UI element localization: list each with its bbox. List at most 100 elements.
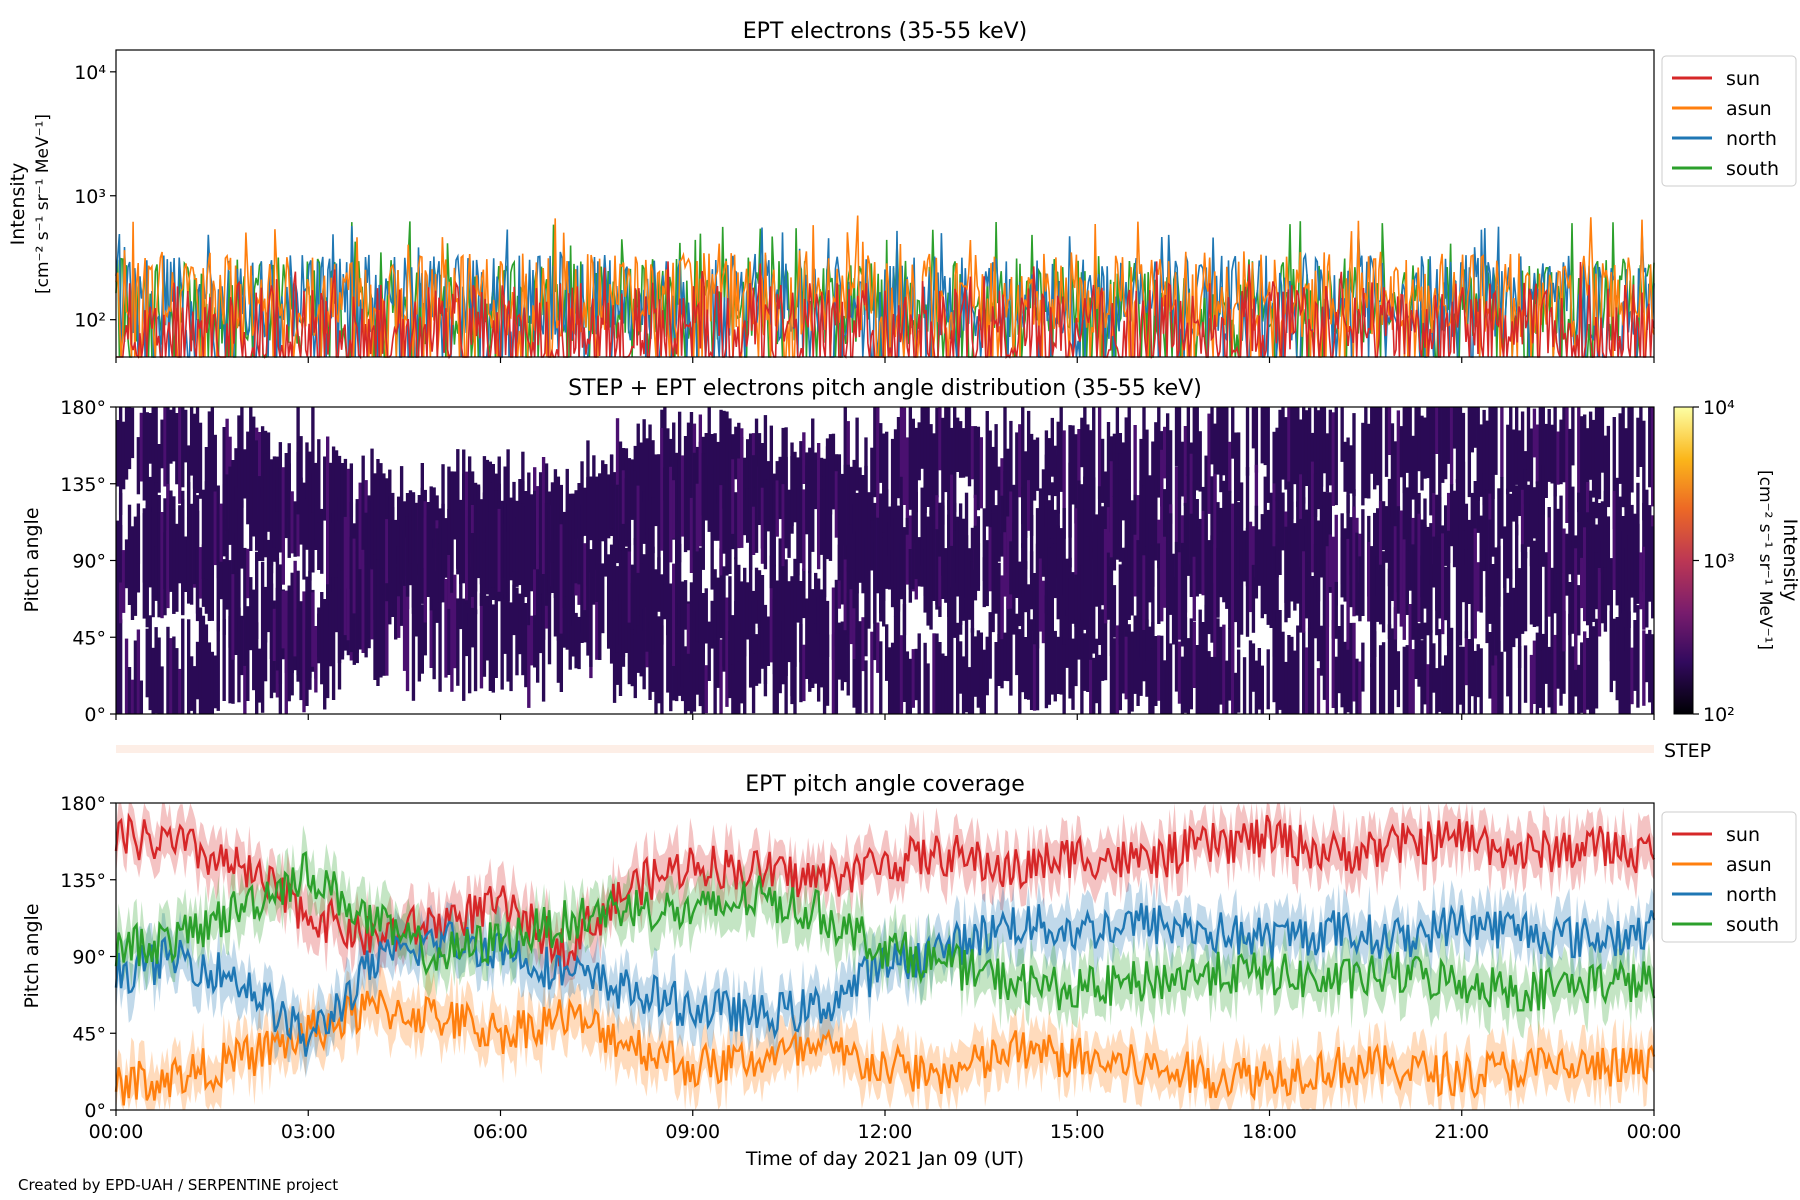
heatmap-cell (1470, 643, 1474, 697)
heatmap-cell (923, 642, 927, 714)
heatmap-cell (991, 446, 995, 512)
heatmap-cell (1491, 474, 1495, 557)
heatmap-cell (970, 527, 975, 588)
heatmap-cell (201, 615, 206, 714)
heatmap-cell (825, 446, 830, 560)
panel2-x-ticks (115, 714, 1655, 720)
heatmap-cell (1449, 484, 1454, 547)
heatmap-cell (210, 407, 215, 515)
panel2-heatmap (116, 407, 1655, 714)
heatmap-cell (882, 537, 886, 601)
heatmap-cell (615, 566, 620, 653)
heatmap-cell (1334, 581, 1338, 639)
heatmap-cell (1494, 407, 1498, 475)
heatmap-cell (1594, 524, 1599, 577)
heatmap-cell (790, 576, 794, 697)
heatmap-cell (1553, 520, 1557, 614)
heatmap-cell (1390, 549, 1395, 601)
heatmap-cell (465, 510, 469, 601)
heatmap-cell (1340, 407, 1344, 462)
heatmap-cell (1038, 558, 1043, 632)
heatmap-cell (1222, 531, 1226, 603)
heatmap-cell (1488, 632, 1492, 699)
heatmap-cell (1287, 407, 1291, 514)
heatmap-cell (272, 608, 277, 661)
heatmap-cell (1296, 625, 1300, 714)
heatmap-cell (1186, 474, 1191, 576)
heatmap-cell (559, 576, 564, 692)
heatmap-cell (899, 476, 904, 600)
heatmap-cell (136, 629, 141, 714)
heatmap-cell (189, 503, 194, 605)
heatmap-cell (1594, 407, 1599, 519)
heatmap-cell (1124, 629, 1128, 700)
heatmap-cell (382, 557, 386, 676)
heatmap-cell (654, 629, 658, 714)
heatmap-cell (846, 464, 850, 572)
heatmap-cell (1112, 496, 1117, 571)
heatmap-cell (538, 494, 543, 546)
heatmap-cell (1198, 609, 1202, 714)
heatmap-cell (121, 421, 126, 490)
heatmap-cell (432, 487, 436, 548)
heatmap-cell (1408, 518, 1412, 591)
heatmap-cell (601, 563, 605, 634)
heatmap-cell (1520, 411, 1525, 505)
heatmap-cell (1370, 546, 1374, 667)
heatmap-cell (595, 542, 599, 602)
heatmap-cell (1417, 623, 1421, 687)
heatmap-cell (1444, 407, 1448, 480)
heatmap-cell (1568, 582, 1572, 636)
heatmap-cell (207, 461, 212, 559)
heatmap-cell (793, 558, 797, 667)
heatmap-cell (1411, 544, 1415, 640)
legend-label-north: north (1726, 128, 1777, 150)
heatmap-cell (822, 621, 827, 714)
heatmap-cell (677, 603, 682, 696)
heatmap-cell (1473, 650, 1477, 714)
heatmap-cell (1367, 423, 1371, 499)
y-tick-label: 135° (60, 474, 106, 496)
heatmap-cell (935, 633, 939, 714)
heatmap-cell (589, 476, 593, 541)
heatmap-cell (408, 490, 413, 564)
heatmap-cell (1071, 425, 1075, 505)
heatmap-cell (840, 554, 844, 605)
heatmap-cell (157, 637, 161, 714)
heatmap-cell (704, 665, 708, 714)
heatmap-cell (1334, 514, 1338, 606)
heatmap-cell (1535, 424, 1540, 484)
heatmap-cell (905, 437, 910, 527)
heatmap-cell (648, 622, 652, 700)
heatmap-cell (1319, 459, 1324, 578)
heatmap-cell (1177, 552, 1182, 640)
heatmap-cell (376, 528, 380, 636)
heatmap-cell (1278, 493, 1282, 575)
heatmap-cell (459, 509, 463, 630)
heatmap-cell (1124, 479, 1128, 569)
heatmap-cell (1556, 611, 1560, 689)
heatmap-cell (269, 466, 274, 574)
heatmap-cell (1041, 469, 1046, 577)
heatmap-cell (195, 641, 200, 700)
heatmap-cell (571, 544, 575, 626)
heatmap-cell (1029, 433, 1034, 536)
heatmap-cell (979, 437, 984, 509)
heatmap-cell (1355, 532, 1359, 616)
heatmap-cell (1003, 632, 1007, 681)
heatmap-cell (1163, 660, 1167, 714)
heatmap-cell (1287, 481, 1291, 600)
heatmap-cell (1234, 432, 1238, 510)
heatmap-cell (843, 621, 847, 683)
heatmap-cell (1556, 508, 1560, 599)
heatmap-cell (1160, 449, 1164, 573)
heatmap-cell (1485, 420, 1489, 504)
coverage-band-south (116, 825, 1654, 1039)
heatmap-cell (825, 600, 830, 657)
heatmap-cell (1367, 542, 1371, 622)
heatmap-cell (1464, 503, 1469, 565)
heatmap-cell (1115, 625, 1120, 714)
heatmap-cell (1509, 407, 1513, 492)
heatmap-cell (663, 548, 667, 620)
heatmap-cell (1074, 508, 1078, 579)
